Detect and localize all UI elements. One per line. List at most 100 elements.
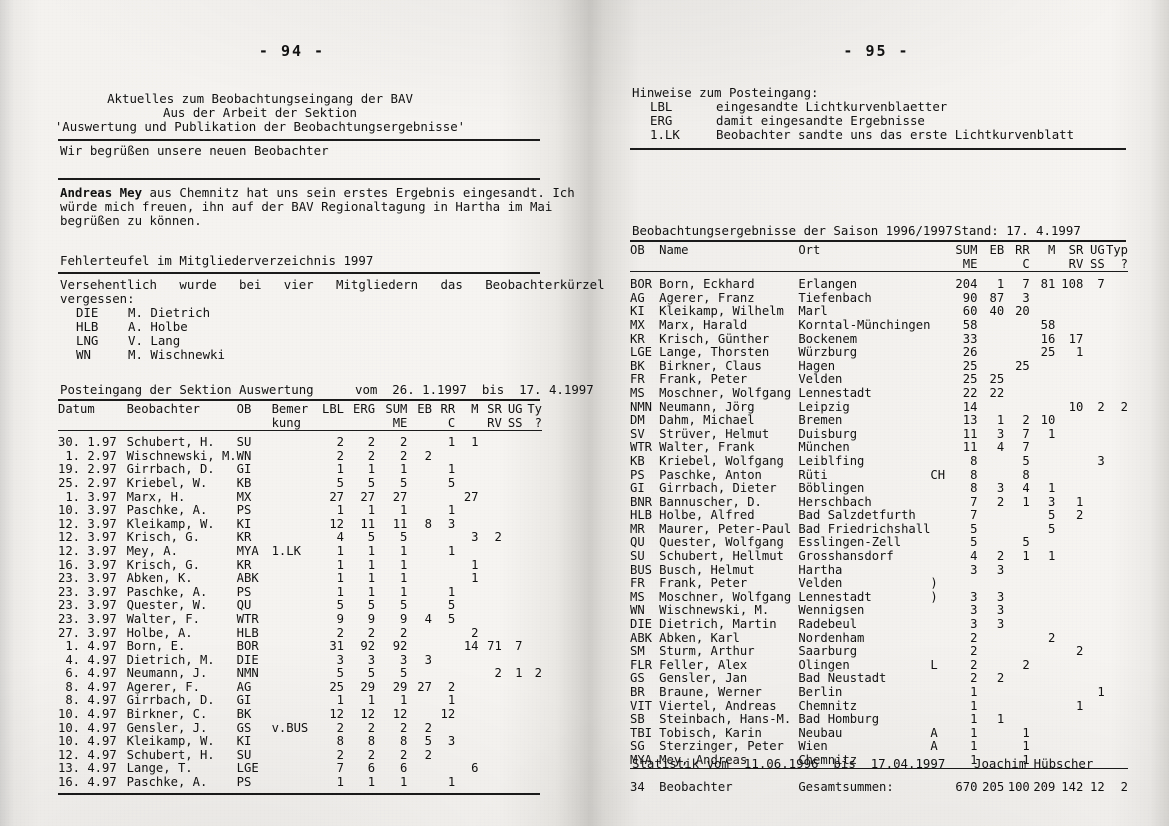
cell-eb: 2: [424, 448, 432, 463]
cell-eb: [407, 667, 432, 681]
col-subheader-name: [659, 258, 798, 272]
cell-bemerkung: [272, 776, 316, 790]
cell-name: Moschner, Wolfgang: [659, 385, 792, 400]
mail-table-row: 23. 3.97 Walter, F. WTR 9 9 9 4 5: [58, 611, 542, 627]
mail-table-row: 23. 3.97 Paschke, A. PS 1 1 1 1: [58, 584, 542, 600]
col-header-country: [930, 244, 948, 258]
cell-bemerkung: [272, 572, 316, 586]
results-table-body: BOR Born, Eckhard Erlangen 204 1 7 81 108 7 AG Age…: [630, 278, 1128, 768]
page-number-right: - 95 -: [843, 42, 910, 60]
mail-table-row: 10. 3.97 Paschke, A. PS 1 1 1 1: [58, 504, 542, 518]
col-header-rr: RR: [440, 402, 456, 416]
cell-ug: [502, 518, 523, 532]
cell-eb: [407, 436, 432, 450]
divider-under-title: [58, 139, 540, 142]
cell-sum: 2: [400, 448, 408, 463]
cell-sum: 3: [970, 617, 978, 632]
cell-sr: [1055, 455, 1083, 469]
cell-ort: Bad Neustadt: [798, 671, 887, 686]
cell-ty: [523, 450, 543, 464]
cell-sum: 6: [400, 761, 408, 776]
divider-under-notes: [630, 148, 1126, 151]
cell-ug: [502, 735, 523, 749]
cell-rr: 2: [447, 679, 456, 694]
cell-rr: 1: [447, 775, 456, 790]
cell-eb: [977, 659, 1004, 673]
mail-table-row: 12. 3.97 Kleikamp, W. KI 12 11 11 8 3: [58, 516, 542, 532]
results-table-row: SU Schubert, Hellmut Grosshansdorf 4 2 1 1: [630, 549, 1128, 564]
cell-erg: 1: [367, 584, 376, 599]
cell-bemerkung: [272, 450, 316, 464]
cell-ort: Esslingen-Zell: [798, 535, 902, 550]
cell-ob: BOR: [630, 277, 653, 292]
cell-ob: SB: [630, 712, 645, 727]
cell-ort: Olingen: [798, 657, 850, 672]
cell-eb: [407, 504, 432, 518]
cell-rr: [432, 722, 455, 736]
cell-rr: [432, 667, 455, 681]
cell-sum: 5: [970, 521, 978, 536]
cell-country: [930, 360, 948, 374]
cell-datum: 12. 3.97: [58, 543, 117, 558]
cell-m: 14: [463, 639, 479, 654]
cell-typ: [1105, 496, 1128, 510]
results-table-row: AG Agerer, Franz Tiefenbach 90 87 3: [630, 291, 1128, 306]
cell-rr: [1004, 604, 1030, 618]
cell-sum: 11: [392, 516, 408, 531]
cell-country: [930, 401, 948, 415]
cell-ob: WTR: [630, 440, 653, 455]
cell-eb: [407, 776, 432, 790]
cell-m: [1030, 469, 1056, 483]
results-table-row: DM Dahm, Michael Bremen 13 1 2 10: [630, 414, 1128, 428]
cell-ug: [502, 572, 523, 586]
note-code: 1.LK: [650, 127, 680, 142]
cell-ob: GI: [236, 462, 252, 477]
cell-beobachter: Birkner, C.: [126, 707, 208, 722]
cell-ug: [1083, 632, 1104, 646]
cell-ty: [523, 572, 543, 586]
cell-ob: KB: [630, 453, 645, 468]
col-subheader-ug: SS: [507, 415, 523, 430]
cell-ty: [523, 545, 543, 559]
cell-name: Frank, Peter: [659, 576, 748, 591]
cell-country: [930, 346, 948, 360]
cell-rr: 1: [1022, 752, 1030, 767]
cell-sum: 1: [400, 543, 408, 558]
cell-country: [930, 536, 948, 550]
cell-datum: 16. 3.97: [58, 557, 117, 572]
results-total-row: 34 Beobachter Gesamtsummen: 670 205 100 209 142…: [630, 777, 1128, 795]
cell-eb: [977, 645, 1004, 659]
cell-country: A: [930, 739, 938, 754]
cell-sr: [1055, 659, 1083, 673]
cell-ob: NMN: [630, 399, 653, 414]
mail-table-row: 12. 3.97 Mey, A. MYA 1.LK 1 1 1 1: [58, 543, 543, 559]
cell-ug: [502, 545, 523, 559]
errata-code: HLB: [76, 319, 99, 334]
cell-typ: [1105, 577, 1128, 591]
cell-rr: 1: [447, 693, 456, 708]
mail-table-row: 30. 1.97 Schubert, H. SU 2 2 2 1 1: [58, 436, 542, 450]
cell-bemerkung: [272, 654, 316, 668]
cell-lbl: 1: [336, 543, 344, 558]
cell-sum: 9: [400, 611, 408, 626]
cell-country: A: [930, 725, 938, 740]
cell-erg: 12: [360, 707, 376, 722]
col-subheader-m: [1030, 258, 1056, 272]
cell-country: [930, 564, 948, 578]
cell-rr: [1004, 564, 1030, 578]
right-page: - 95 - Hinweise zum Posteingang: LBL eing…: [584, 0, 1169, 826]
col-header-sr: SR: [1068, 243, 1084, 257]
cell-ug: [502, 463, 523, 477]
cell-sr: [1055, 360, 1083, 374]
cell-country: [930, 319, 948, 333]
cell-lbl: 1: [336, 462, 344, 477]
cell-ug: [1083, 441, 1104, 455]
cell-lbl: 5: [336, 475, 344, 490]
cell-ug: [1083, 645, 1104, 659]
cell-bemerkung: [272, 640, 316, 654]
col-header-ug: UG: [507, 402, 523, 416]
cell-sr: [479, 722, 502, 736]
note-entry: ERG damit eingesandte Ergebnisse: [650, 113, 925, 128]
cell-m: 25: [1040, 345, 1056, 360]
cell-sum: 60: [962, 304, 978, 319]
